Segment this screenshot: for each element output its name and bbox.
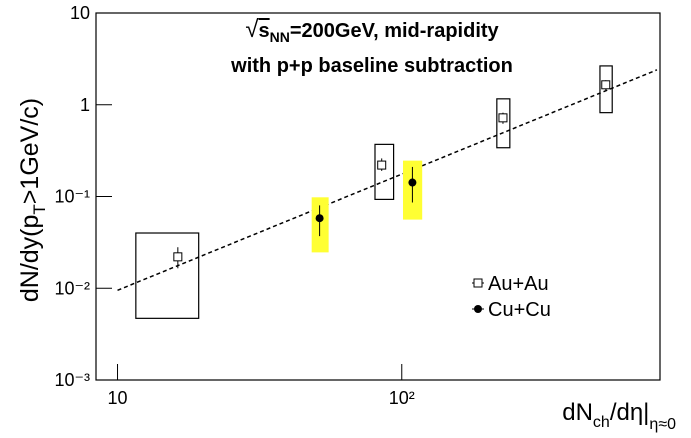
data-point — [408, 178, 417, 187]
data-point — [315, 214, 324, 223]
x-label-rest: /dη| — [610, 399, 650, 426]
data-point — [377, 160, 387, 170]
legend-label: Au+Au — [488, 273, 549, 295]
x-tick-label: 10² — [389, 388, 415, 408]
legend-marker — [473, 278, 483, 288]
plot-area: 10 10² 10⁻³ 10⁻² 10⁻¹ 1 10 Au+Au Cu+Cu — [54, 3, 661, 408]
sys-box — [599, 65, 613, 114]
legend-label: Cu+Cu — [488, 299, 551, 321]
data-point — [601, 80, 611, 90]
y-axis-label: dN/dy(pT>1GeV/c) — [16, 98, 49, 302]
y-tick-label: 10⁻³ — [54, 370, 90, 390]
y-tick-label: 1 — [80, 95, 90, 115]
data-point — [498, 113, 508, 123]
title-rest: =200GeV, mid-rapidity — [290, 20, 500, 42]
title-s: s — [259, 20, 270, 42]
y-tick-label: 10 — [70, 3, 90, 23]
sys-box — [374, 143, 395, 200]
chart-title: √sNN=200GeV, mid-rapidity — [245, 16, 499, 45]
y-label-main: dN/dy(p — [16, 215, 44, 303]
x-label-sub2: η≈0 — [649, 416, 676, 433]
y-label-rest: >1GeV/c) — [16, 98, 44, 204]
legend-marker — [474, 305, 482, 313]
title-sub: NN — [270, 29, 290, 45]
y-tick-label: 10⁻¹ — [54, 187, 90, 207]
sys-box — [135, 232, 200, 319]
x-tick-label: 10 — [108, 388, 128, 408]
y-tick-label: 10⁻² — [54, 278, 90, 298]
title-root: √ — [245, 16, 259, 43]
x-axis-label: dNch/dη|η≈0 — [562, 399, 676, 433]
fit-line — [117, 69, 658, 291]
x-label-sub: ch — [593, 414, 610, 431]
chart-subtitle: with p+p baseline subtraction — [230, 55, 513, 77]
sys-box — [496, 98, 511, 149]
sys-box — [311, 197, 329, 253]
data-point — [173, 252, 183, 262]
x-label-main: dN — [562, 399, 593, 426]
y-label-sub: T — [30, 204, 49, 214]
